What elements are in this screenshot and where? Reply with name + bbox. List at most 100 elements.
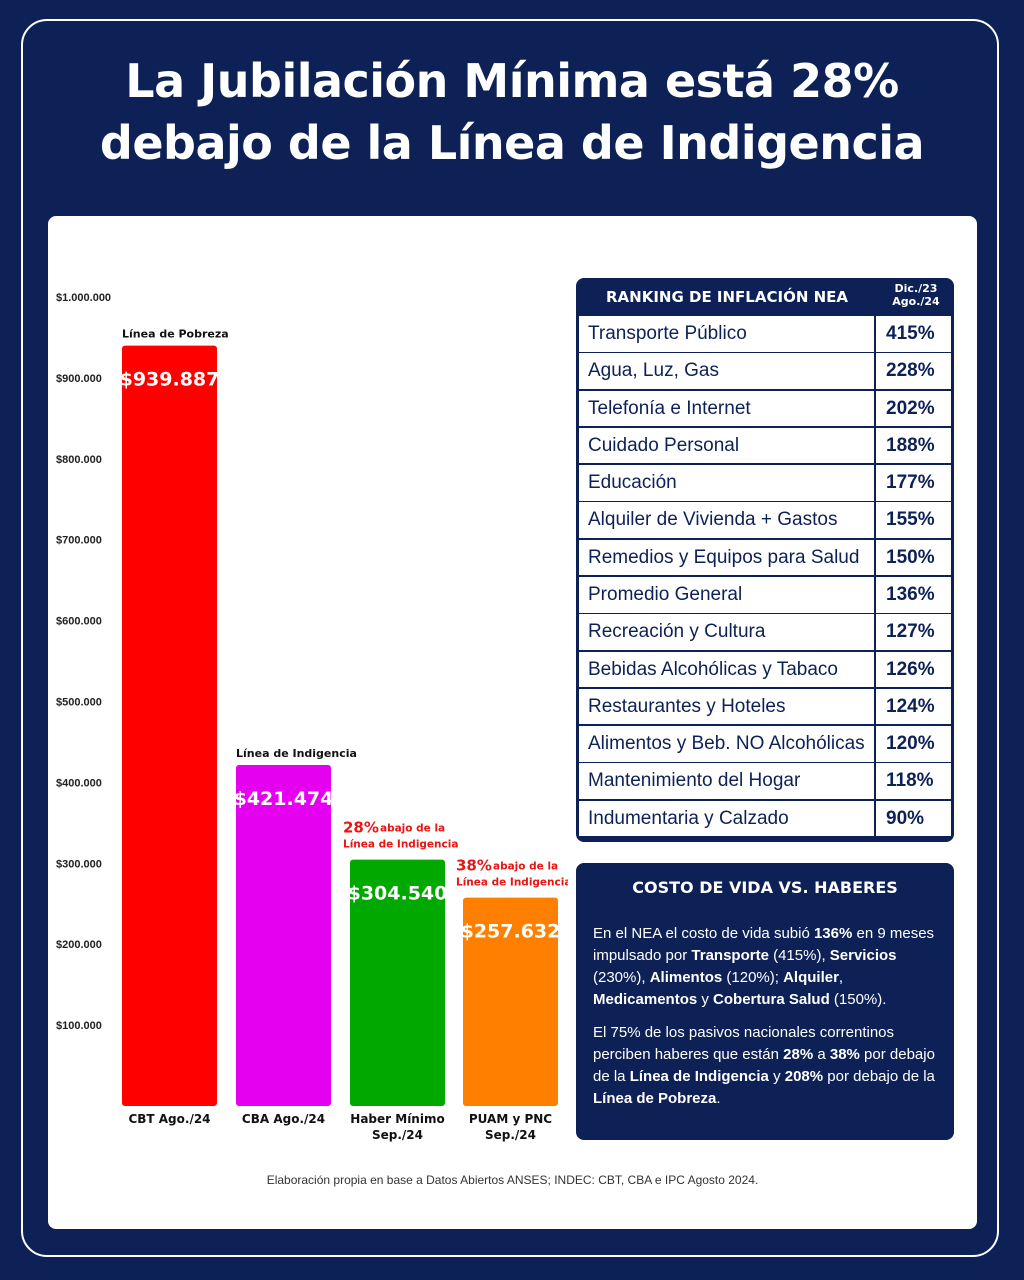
text-span: .	[716, 1090, 721, 1107]
outer-frame	[21, 19, 999, 1257]
y-tick-label: $300.000	[56, 858, 102, 870]
y-tick-label: $200.000	[56, 939, 102, 951]
ranking-value: 188%	[876, 427, 951, 464]
ranking-title: RANKING DE INFLACIÓN NEA	[606, 288, 848, 306]
bar-chart: $100.000 $200.000 $300.000 $400.000 $500.000…	[56, 292, 568, 1142]
bar-value-label: $939.887	[120, 369, 220, 391]
bar	[122, 345, 217, 1106]
text-span: a	[813, 1046, 830, 1063]
ranking-row: Telefonía e Internet 202%	[579, 390, 951, 427]
ranking-category: Cuidado Personal	[579, 427, 874, 464]
ranking-value: 228%	[876, 353, 951, 389]
ranking-row: Promedio General 136%	[579, 576, 951, 613]
ranking-value: 202%	[876, 390, 951, 427]
ranking-category: Promedio General	[579, 576, 874, 613]
bar	[463, 897, 558, 1106]
cost-of-living-box: COSTO DE VIDA VS. HABERES En el NEA el c…	[576, 863, 954, 1140]
ranking-category: Recreación y Cultura	[579, 614, 874, 650]
annotation-text: Línea de Indigencia	[343, 839, 458, 851]
ranking-rows: Transporte Público 415% Agua, Luz, Gas 228%…	[579, 316, 951, 838]
ranking-row: Remedios y Equipos para Salud 150%	[579, 539, 951, 576]
ranking-value: 136%	[876, 576, 951, 613]
bar-category-label: Haber Mínimo	[350, 1112, 444, 1126]
threshold-annotation: Línea de Indigencia	[236, 747, 357, 760]
text-span: En el NEA el costo de vida subió	[593, 925, 814, 942]
ranking-row: Indumentaria y Calzado 90%	[579, 800, 951, 837]
annotation-text: abajo de la	[493, 861, 558, 873]
page-title: La Jubilación Mínima está 28% debajo de …	[0, 50, 1024, 174]
ranking-category: Transporte Público	[579, 316, 874, 352]
ranking-category: Telefonía e Internet	[579, 390, 874, 427]
text-span: El 75% de los pasivos nacionales corrent…	[593, 1024, 895, 1063]
y-tick-label: $400.000	[56, 777, 102, 789]
cost-box-title: COSTO DE VIDA VS. HABERES	[632, 878, 898, 897]
ranking-row: Bebidas Alcohólicas y Tabaco 126%	[579, 651, 951, 688]
annotation-text: Línea de Indigencia	[456, 877, 568, 889]
ranking-category: Educación	[579, 465, 874, 501]
bar-category-label: CBT Ago./24	[128, 1112, 210, 1126]
bold-span: Medicamentos	[593, 991, 698, 1008]
ranking-value: 177%	[876, 465, 951, 501]
source-footnote: Elaboración propia en base a Datos Abier…	[266, 1173, 759, 1187]
bar-category-label: PUAM y PNC	[469, 1112, 552, 1126]
ranking-category: Remedios y Equipos para Salud	[579, 539, 874, 576]
text-span: y	[697, 991, 714, 1008]
bar	[350, 859, 445, 1106]
ranking-value: 126%	[876, 651, 951, 688]
ranking-category: Alquiler de Vivienda + Gastos	[579, 502, 874, 538]
text-span: (120%);	[722, 969, 784, 986]
text-span: (230%),	[593, 969, 650, 986]
annotation-text: abajo de la	[380, 823, 445, 835]
ranking-row: Agua, Luz, Gas 228%	[579, 353, 951, 389]
ranking-category: Bebidas Alcohólicas y Tabaco	[579, 651, 874, 688]
y-tick-label: $100.000	[56, 1020, 102, 1032]
text-span: por debajo de la	[593, 1046, 935, 1085]
ranking-category: Mantenimiento del Hogar	[579, 763, 874, 799]
ranking-row: Cuidado Personal 188%	[579, 427, 951, 464]
cost-paragraph-2: El 75% de los pasivos nacionales corrent…	[593, 1022, 943, 1110]
percent-below-annotation: 38%	[456, 857, 492, 875]
ranking-category: Alimentos y Beb. NO Alcohólicas	[579, 726, 874, 762]
ranking-value: 120%	[876, 726, 951, 762]
ranking-category: Agua, Luz, Gas	[579, 353, 874, 389]
ranking-value: 155%	[876, 502, 951, 538]
bold-span: Transporte	[691, 947, 769, 964]
bold-span: 136%	[813, 925, 853, 942]
threshold-annotation: Línea de Pobreza	[122, 328, 229, 341]
bold-span: Línea de Pobreza	[593, 1090, 717, 1107]
bold-span: 38%	[829, 1046, 860, 1063]
bold-span: Alquiler	[783, 969, 839, 986]
bar-value-label: $421.474	[234, 788, 334, 810]
y-tick-label: $900.000	[56, 373, 102, 385]
ranking-period-end: Ago./24	[892, 295, 940, 308]
y-tick-label: $700.000	[56, 535, 102, 547]
bold-span: Servicios	[829, 947, 897, 964]
ranking-value: 118%	[876, 763, 951, 799]
ranking-period: Dic./23 Ago./24	[878, 282, 954, 308]
ranking-row: Mantenimiento del Hogar 118%	[579, 763, 951, 799]
bar	[236, 765, 331, 1106]
bold-span: Cobertura Salud	[713, 991, 830, 1008]
ranking-row: Alimentos y Beb. NO Alcohólicas 120%	[579, 726, 951, 762]
bar-category-label: CBA Ago./24	[242, 1112, 325, 1126]
ranking-row: Alquiler de Vivienda + Gastos 155%	[579, 502, 951, 538]
y-tick-label: $500.000	[56, 697, 102, 709]
bar-value-label: $304.540	[348, 883, 448, 905]
bold-span: Línea de Indigencia	[629, 1068, 769, 1085]
ranking-value: 415%	[876, 316, 951, 352]
text-span: ,	[838, 969, 844, 986]
ranking-value: 150%	[876, 539, 951, 576]
percent-below-annotation: 28%	[343, 819, 379, 837]
content-panel: $100.000 $200.000 $300.000 $400.000 $500.000…	[48, 216, 977, 1229]
bar-category-label: Sep./24	[372, 1128, 423, 1142]
ranking-value: 127%	[876, 614, 951, 650]
ranking-row: Recreación y Cultura 127%	[579, 614, 951, 650]
text-span: (150%).	[829, 991, 887, 1008]
y-tick-label: $1.000.000	[56, 292, 111, 304]
bold-span: Alimentos	[649, 969, 723, 986]
bold-span: 28%	[783, 1046, 814, 1063]
ranking-period-start: Dic./23	[894, 282, 938, 295]
text-span: en 9 meses impulsado por	[593, 925, 935, 964]
bar-category-label: Sep./24	[485, 1128, 536, 1142]
bar-value-label: $257.632	[461, 921, 561, 943]
